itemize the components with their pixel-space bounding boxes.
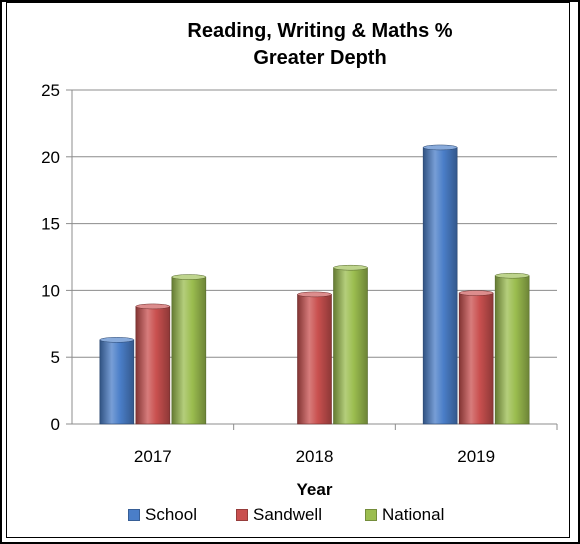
- chart-title: Reading, Writing & Maths % Greater Depth: [100, 18, 540, 72]
- y-tick-label: 15: [41, 215, 60, 234]
- y-tick-label: 25: [41, 81, 60, 100]
- chart-title-line-1: Reading, Writing & Maths %: [187, 20, 453, 42]
- legend-item-sandwell: Sandwell: [236, 505, 322, 525]
- axis-labels: 0 5 10 15 20 25 2017 2018 2019 Year: [41, 81, 495, 499]
- bar-top-school-2019: [422, 144, 458, 151]
- bar-top-sandwell-2019: [458, 290, 494, 296]
- x-tick-label: 2017: [134, 447, 172, 466]
- legend-label: National: [382, 505, 445, 524]
- bar-national-2017: [171, 276, 207, 425]
- bar-top-national-2019: [494, 272, 530, 279]
- chart-inner-frame: [6, 2, 570, 538]
- x-tick-label: 2018: [296, 447, 334, 466]
- y-tick-label: 5: [51, 348, 60, 367]
- legend-item-school: School: [128, 505, 197, 525]
- bar-top-sandwell-2017: [135, 303, 171, 310]
- x-axis-label: Year: [297, 480, 333, 499]
- legend-swatch: [236, 509, 248, 521]
- y-tick-label: 10: [41, 281, 60, 300]
- bar-school-2017: [99, 339, 135, 425]
- bar-sandwell-2019: [458, 292, 494, 425]
- bar-top-school-2017: [99, 337, 135, 343]
- bar-sandwell-2017: [135, 306, 171, 425]
- legend-swatch: [128, 509, 140, 521]
- x-tick-label: 2019: [457, 447, 495, 466]
- legend-item-national: National: [365, 505, 444, 525]
- bar-top-sandwell-2018: [297, 291, 332, 298]
- bar-national-2019: [494, 275, 530, 425]
- bars: [99, 144, 530, 425]
- bar-top-national-2018: [333, 264, 368, 271]
- legend-label: School: [145, 505, 197, 524]
- chart-title-line-2: Greater Depth: [253, 47, 387, 69]
- y-tick-label: 0: [51, 415, 60, 434]
- bar-school-2019: [422, 147, 458, 425]
- bar-top-national-2017: [171, 274, 207, 280]
- bar-national-2018: [333, 267, 368, 425]
- legend-label: Sandwell: [253, 505, 322, 524]
- bar-sandwell-2018: [297, 294, 332, 425]
- legend-swatch: [365, 509, 377, 521]
- y-tick-label: 20: [41, 148, 60, 167]
